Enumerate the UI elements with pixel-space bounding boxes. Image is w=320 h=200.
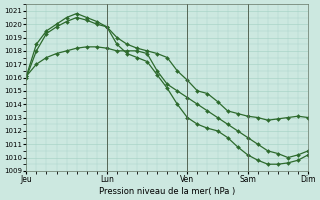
X-axis label: Pression niveau de la mer( hPa ): Pression niveau de la mer( hPa )	[99, 187, 235, 196]
